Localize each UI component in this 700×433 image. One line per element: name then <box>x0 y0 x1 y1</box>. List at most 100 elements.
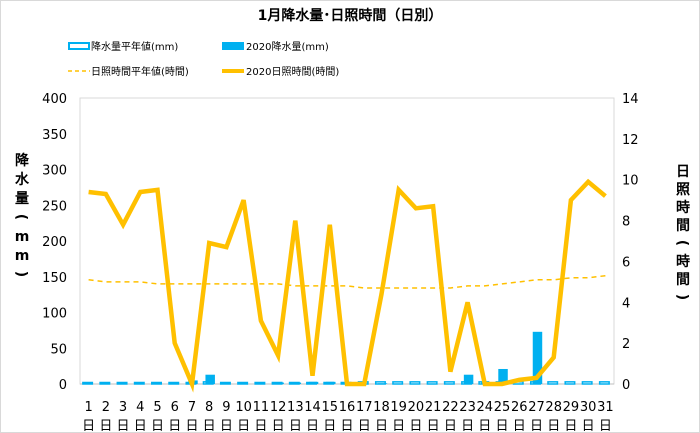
x-tick-suffix: 日 <box>358 419 371 433</box>
x-tick-suffix: 日 <box>272 419 285 433</box>
axis-title-char: ( <box>13 214 29 220</box>
axis-title-char: ( <box>674 240 690 246</box>
x-tick-suffix: 日 <box>599 419 612 433</box>
x-tick-suffix: 日 <box>323 419 336 433</box>
axis-title-char: 水 <box>15 171 30 188</box>
legend-label-precip-2020: 2020降水量(mm) <box>246 40 329 53</box>
x-tick-label: 20 <box>408 400 425 415</box>
x-tick-label: 6 <box>171 400 179 415</box>
bar-precip-normal <box>409 381 421 385</box>
axis-title-char: 時 <box>676 199 690 216</box>
x-tick-suffix: 日 <box>254 419 267 433</box>
x-tick-suffix: 日 <box>496 419 509 433</box>
x-tick-suffix: 日 <box>289 419 302 433</box>
bar-precip-normal <box>426 381 438 385</box>
bar-precip-normal <box>598 381 610 385</box>
x-tick-suffix: 日 <box>134 419 147 433</box>
y-tick-left: 350 <box>42 128 67 143</box>
bar-precip-normal <box>219 381 231 385</box>
y-tick-right: 12 <box>622 133 639 148</box>
axis-title-char: 量 <box>15 191 29 207</box>
x-tick-label: 3 <box>119 400 127 415</box>
x-tick-label: 25 <box>494 400 511 415</box>
legend-swatch-precip-normal <box>68 42 90 50</box>
x-tick-suffix: 日 <box>340 419 353 433</box>
x-tick-suffix: 日 <box>582 419 595 433</box>
bar-precip-2020 <box>498 368 508 384</box>
x-tick-label: 28 <box>545 400 562 415</box>
y-tick-right: 10 <box>622 174 639 189</box>
x-tick-suffix: 日 <box>185 419 198 433</box>
y-axis-title-right: 日照時間(時間) <box>674 164 690 300</box>
x-tick-suffix: 日 <box>444 419 457 433</box>
line-sun-2020 <box>88 178 607 393</box>
axis-title-char: m <box>15 248 30 264</box>
bar-precip-normal <box>254 381 266 385</box>
bar-precip-normal <box>564 381 576 385</box>
x-tick-label: 30 <box>580 400 597 415</box>
x-tick-label: 29 <box>563 400 580 415</box>
x-tick-label: 4 <box>136 400 144 415</box>
x-tick-suffix: 日 <box>547 419 560 433</box>
legend: 降水量平年値(mm) 2020降水量(mm) 日照時間平年値(時間) 2020日照時間… <box>68 40 339 78</box>
x-tick-suffix: 日 <box>392 419 405 433</box>
x-tick-label: 18 <box>373 400 390 415</box>
x-tick-suffix: 日 <box>375 419 388 433</box>
bar-precip-normal <box>443 381 455 385</box>
axis-title-char: 日 <box>676 164 690 180</box>
bar-precip-normal <box>237 381 249 385</box>
x-tick-label: 11 <box>253 400 270 415</box>
x-tick-suffix: 日 <box>99 419 112 433</box>
x-tick-label: 19 <box>390 400 407 415</box>
bar-precip-2020 <box>291 382 302 384</box>
x-tick-suffix: 日 <box>117 419 130 433</box>
x-tick-label: 14 <box>304 400 321 415</box>
y-tick-left: 50 <box>50 342 67 357</box>
x-tick-suffix: 日 <box>151 419 164 433</box>
x-tick-suffix: 日 <box>306 419 319 433</box>
x-tick-label: 26 <box>511 400 528 415</box>
y-tick-right: 4 <box>622 296 630 311</box>
y-tick-left: 100 <box>42 307 67 322</box>
x-tick-suffix: 日 <box>237 419 250 433</box>
bar-precip-normal <box>82 381 94 385</box>
bar-precip-2020 <box>308 381 319 384</box>
bar-precip-normal <box>116 381 128 385</box>
y-tick-left: 300 <box>42 164 67 179</box>
bar-precip-normal <box>151 381 163 385</box>
x-tick-label: 12 <box>270 400 287 415</box>
axis-title-char: 照 <box>676 182 690 198</box>
x-tick-suffix: 日 <box>220 419 233 433</box>
x-tick-labels: 1日2日3日4日5日6日7日8日9日10日11日12日13日14日15日16日1… <box>82 400 614 433</box>
y-tick-right: 2 <box>622 337 630 352</box>
legend-label-precip-normal: 降水量平年値(mm) <box>91 40 178 53</box>
y-tick-right: 14 <box>622 92 639 107</box>
x-tick-label: 5 <box>153 400 161 415</box>
legend-label-sun-normal: 日照時間平年値(時間) <box>91 65 189 78</box>
bar-precip-2020 <box>326 381 336 384</box>
bar-precip-normal <box>547 381 559 385</box>
y-tick-right: 8 <box>622 215 630 230</box>
x-tick-label: 8 <box>205 400 213 415</box>
x-tick-label: 15 <box>322 400 339 415</box>
bar-precip-2020 <box>463 374 474 384</box>
x-tick-label: 31 <box>597 400 614 415</box>
x-tick-suffix: 日 <box>564 419 577 433</box>
bar-precip-2020 <box>274 382 284 384</box>
y-tick-left: 250 <box>42 199 67 214</box>
bar-precip-normal <box>581 381 593 385</box>
legend-swatch-precip-2020 <box>222 42 244 50</box>
x-tick-label: 9 <box>222 400 230 415</box>
y-axis-title-left: 降水量 (mm) <box>13 152 30 277</box>
lines <box>88 178 607 393</box>
x-tick-label: 22 <box>442 400 459 415</box>
x-tick-suffix: 日 <box>513 419 526 433</box>
x-tick-suffix: 日 <box>82 419 95 433</box>
x-tick-label: 1 <box>84 400 92 415</box>
y-tick-right: 0 <box>622 378 630 393</box>
x-tick-suffix: 日 <box>461 419 474 433</box>
x-tick-label: 10 <box>235 400 252 415</box>
y-tick-left: 400 <box>42 92 67 107</box>
y-tick-left: 150 <box>42 271 67 286</box>
